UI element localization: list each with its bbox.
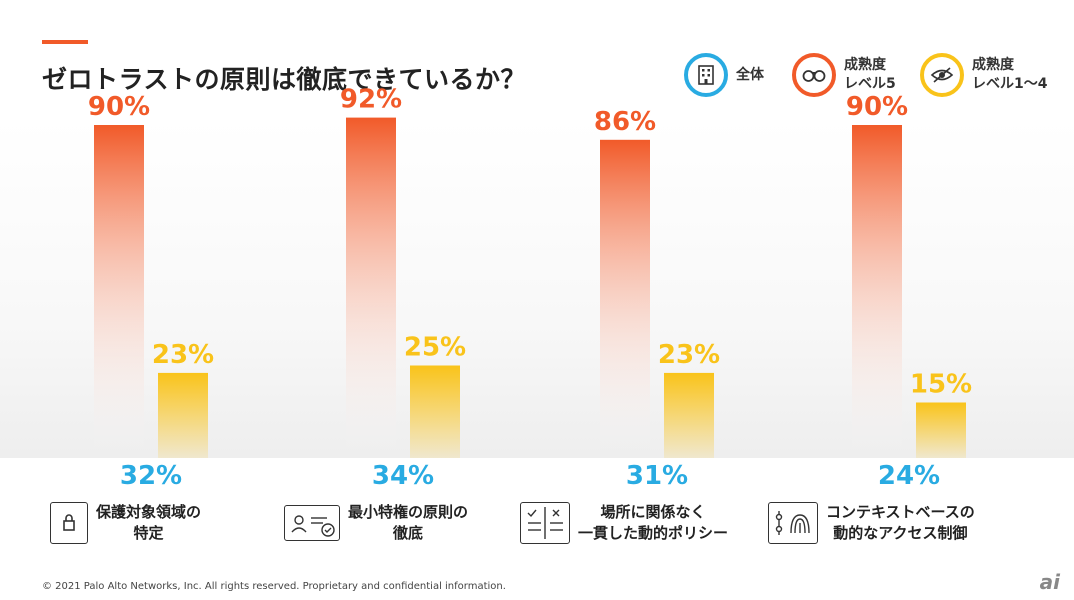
- checklist-icon: [520, 502, 570, 544]
- data-label-level5-3: 86%: [594, 107, 656, 137]
- id-card-check-icon: [284, 505, 340, 541]
- category-3: 場所に関係なく 一貫した動的ポリシー: [520, 497, 728, 549]
- category-label-3: 場所に関係なく 一貫した動的ポリシー: [578, 503, 729, 542]
- data-label-overall-1: 32%: [120, 461, 182, 491]
- data-label-level14-3: 23%: [658, 340, 720, 370]
- data-label-overall-2: 34%: [372, 461, 434, 491]
- bar-level5-4: [852, 125, 902, 458]
- bar-level14-1: [158, 372, 208, 458]
- title-accent-bar: [42, 40, 88, 44]
- category-2: 最小特権の原則の 徹底: [284, 497, 468, 549]
- bar-level5-1: [94, 125, 144, 458]
- data-label-overall-3: 31%: [626, 461, 688, 491]
- copyright-footer: © 2021 Palo Alto Networks, Inc. All righ…: [42, 581, 506, 592]
- bar-level14-3: [664, 372, 714, 458]
- category-label-4: コンテキストベースの 動的なアクセス制御: [826, 503, 975, 542]
- legend-label-level5: 成熟度 レベル5: [844, 57, 896, 92]
- bar-level5-2: [346, 117, 396, 458]
- bar-level5-3: [600, 139, 650, 459]
- category-label-2: 最小特権の原則の 徹底: [348, 503, 469, 542]
- legend-label-level14: 成熟度 レベル1～4: [972, 57, 1048, 92]
- eye-slash-icon: [920, 53, 964, 97]
- bar-level14-4: [916, 402, 966, 458]
- legend-item-level14: 成熟度 レベル1～4: [920, 48, 1047, 102]
- page-title: ゼロトラストの原則は徹底できているか？: [42, 65, 527, 94]
- legend-label-overall: 全体: [736, 66, 764, 83]
- category-1: 保護対象領域の 特定: [50, 497, 201, 549]
- data-label-level5-4: 90%: [846, 92, 908, 122]
- data-label-level14-2: 25%: [404, 333, 466, 363]
- watermark-logo: ai: [1039, 570, 1060, 594]
- building-icon: [684, 53, 728, 97]
- data-label-level5-1: 90%: [88, 92, 150, 122]
- data-label-level14-4: 15%: [910, 370, 972, 400]
- category-4: コンテキストベースの 動的なアクセス制御: [768, 497, 975, 549]
- legend-item-level5: 成熟度 レベル5: [792, 48, 896, 102]
- binoculars-icon: [792, 53, 836, 97]
- data-label-overall-4: 24%: [878, 461, 940, 491]
- data-label-level14-1: 23%: [152, 340, 214, 370]
- bar-level14-2: [410, 365, 460, 458]
- legend-item-overall: 全体: [684, 48, 764, 102]
- category-label-1: 保護対象領域の 特定: [96, 503, 202, 542]
- data-label-level5-2: 92%: [340, 85, 402, 115]
- document-lock-icon: [50, 502, 88, 544]
- fingerprint-icon: [768, 502, 818, 544]
